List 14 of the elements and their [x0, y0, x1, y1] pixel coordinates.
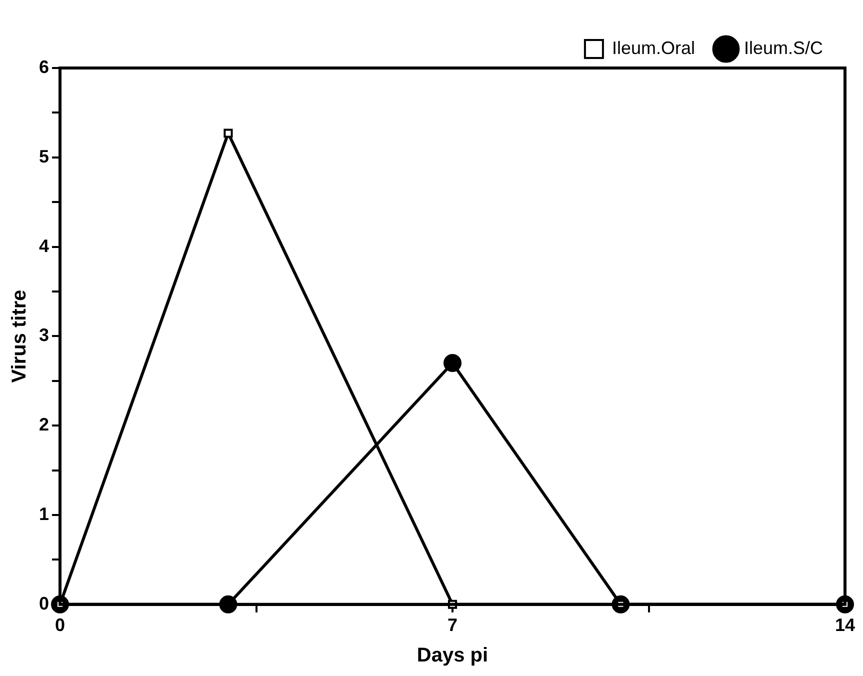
x-axis-title: Days pi: [416, 644, 488, 667]
y-tick-label: 4: [38, 236, 50, 256]
y-axis-title: Virus titre: [8, 290, 31, 383]
y-tick-label: 0: [38, 593, 50, 614]
y-tick-label: 3: [38, 325, 50, 346]
x-tick-label: 0: [55, 615, 66, 636]
y-tick-label: 6: [38, 56, 50, 77]
y-tick-label: 1: [38, 504, 50, 524]
y-tick-label: 5: [38, 146, 50, 166]
legend-label: Ileum.S/C: [744, 38, 824, 58]
x-tick-label: 14: [834, 615, 856, 636]
legend-label: Ileum.Oral: [612, 38, 695, 58]
x-tick-label: 7: [448, 615, 458, 636]
y-tick-label: 2: [38, 414, 50, 435]
